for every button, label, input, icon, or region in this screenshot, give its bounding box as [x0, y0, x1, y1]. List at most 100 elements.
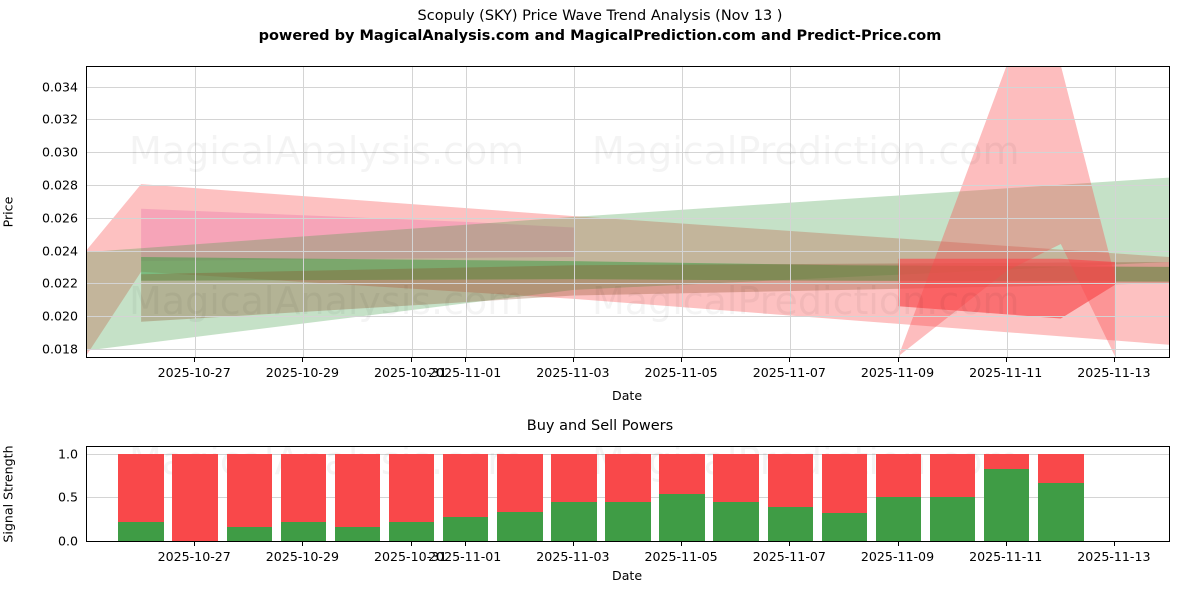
buy-power-segment	[118, 521, 164, 541]
gridline-vertical	[898, 67, 900, 357]
signal-x-axis-title: Date	[612, 568, 643, 583]
buy-power-segment	[442, 516, 489, 541]
signal-x-tick-mark	[464, 542, 466, 546]
signal-bar[interactable]	[551, 453, 597, 541]
sell-power-segment	[713, 453, 759, 502]
signal-x-tick-mark	[194, 542, 196, 546]
signal-x-tick-mark	[410, 542, 412, 546]
signal-bar[interactable]	[226, 453, 273, 541]
price-x-tick-mark	[194, 358, 196, 362]
signal-x-tick-mark	[1113, 542, 1115, 546]
signal-chart-title: Buy and Sell Powers	[526, 418, 674, 434]
buy-power-segment	[334, 527, 381, 541]
price-x-tick-label: 2025-10-29	[265, 365, 339, 380]
price-y-axis-labels: 0.018 0.020 0.022 0.024 0.026 0.028 0.030 0.032…	[0, 66, 78, 358]
signal-bar[interactable]	[875, 453, 922, 541]
sell-power-segment	[280, 453, 327, 522]
price-x-tick-label: 2025-11-07	[752, 365, 826, 380]
signal-x-tick-mark	[302, 542, 304, 546]
signal-bar[interactable]	[767, 453, 814, 541]
price-x-axis-title: Date	[612, 388, 643, 403]
gridline-horizontal	[87, 541, 1169, 542]
sell-power-segment	[767, 453, 814, 508]
gridline-horizontal	[87, 348, 1169, 350]
price-x-tick-label: 2025-10-31	[373, 365, 448, 380]
sell-power-segment	[875, 453, 922, 498]
signal-x-tick-label: 2025-11-11	[969, 549, 1043, 564]
signal-x-tick-label: 2025-10-27	[157, 549, 231, 564]
gridline-horizontal	[87, 316, 1169, 318]
gridline-vertical	[682, 67, 684, 357]
signal-bar[interactable]	[334, 453, 381, 541]
sell-power-segment	[118, 453, 164, 522]
price-x-tick-label: 2025-10-27	[157, 365, 231, 380]
sell-power-segment	[551, 453, 597, 502]
buy-power-segment	[388, 521, 435, 541]
buy-power-segment	[605, 501, 651, 541]
signal-x-tick-label: 2025-11-13	[1077, 549, 1151, 564]
buy-power-segment	[821, 513, 868, 541]
sell-power-segment	[605, 453, 651, 502]
page-title: Scopuly (SKY) Price Wave Trend Analysis …	[417, 8, 783, 24]
signal-y-tick-label: 0.5	[57, 489, 78, 505]
price-y-tick-label: 0.022	[41, 275, 78, 291]
price-y-tick-label: 0.030	[41, 144, 78, 160]
page-subtitle: powered by MagicalAnalysis.com and Magic…	[258, 28, 942, 44]
buy-power-segment	[551, 501, 597, 541]
buy-power-segment	[767, 507, 814, 541]
signal-bar[interactable]	[929, 453, 976, 541]
gridline-horizontal	[87, 283, 1169, 285]
price-y-tick-label: 0.028	[41, 177, 78, 193]
signal-x-tick-label: 2025-10-31	[373, 549, 448, 564]
buy-power-segment	[1038, 482, 1084, 541]
buy-power-segment	[983, 468, 1030, 541]
buy-sell-powers-plot-area: MagicalAnalysis.com MagicalPrediction.co…	[86, 446, 1170, 542]
signal-bar[interactable]	[497, 453, 543, 541]
price-wave-plot-area: MagicalAnalysis.com MagicalPrediction.co…	[86, 66, 1170, 358]
price-y-tick-label: 0.034	[41, 79, 78, 95]
signal-bar[interactable]	[1038, 453, 1084, 541]
signal-y-tick-label: 1.0	[57, 446, 78, 462]
price-x-tick-mark	[1005, 358, 1007, 362]
signal-bar[interactable]	[118, 453, 164, 541]
gridline-vertical	[1114, 67, 1116, 357]
sell-power-segment	[1038, 453, 1084, 483]
price-x-tick-mark	[464, 358, 466, 362]
title-block: Scopuly (SKY) Price Wave Trend Analysis …	[0, 6, 1200, 46]
price-x-tick-label: 2025-11-09	[860, 365, 935, 380]
price-x-tick-label: 2025-11-03	[536, 365, 610, 380]
signal-bar[interactable]	[821, 453, 868, 541]
price-y-tick-label: 0.018	[41, 341, 78, 357]
signal-bar[interactable]	[713, 453, 759, 541]
signal-bar[interactable]	[983, 453, 1030, 541]
price-y-tick-label: 0.020	[41, 308, 78, 324]
buy-power-segment	[497, 512, 543, 541]
signal-y-axis-labels: 0.0 0.5 1.0	[0, 446, 78, 548]
signal-y-axis-title: Signal Strength	[0, 445, 16, 543]
gridline-vertical	[790, 67, 792, 357]
signal-x-tick-label: 2025-10-29	[265, 549, 339, 564]
price-x-tick-mark	[1113, 358, 1115, 362]
price-x-tick-mark	[302, 358, 304, 362]
gridline-horizontal	[87, 119, 1169, 121]
price-x-tick-label: 2025-11-13	[1077, 365, 1151, 380]
sell-power-segment	[334, 453, 381, 528]
gridline-vertical	[411, 67, 413, 357]
gridline-horizontal	[87, 86, 1169, 88]
sell-power-segment	[497, 453, 543, 513]
gridline-horizontal	[87, 250, 1169, 252]
price-y-axis-title: Price	[0, 196, 16, 228]
signal-bar[interactable]	[172, 453, 218, 541]
signal-bar[interactable]	[442, 453, 489, 541]
signal-bar[interactable]	[659, 453, 705, 541]
signal-bar[interactable]	[388, 453, 435, 541]
signal-bar[interactable]	[280, 453, 327, 541]
sell-power-segment	[929, 453, 976, 498]
signal-bar[interactable]	[605, 453, 651, 541]
gridline-vertical	[573, 67, 575, 357]
gridline-vertical	[1006, 67, 1008, 357]
signal-x-tick-mark	[897, 542, 899, 546]
price-x-tick-mark	[410, 358, 412, 362]
signal-x-tick-mark	[1005, 542, 1007, 546]
buy-power-segment	[713, 501, 759, 541]
